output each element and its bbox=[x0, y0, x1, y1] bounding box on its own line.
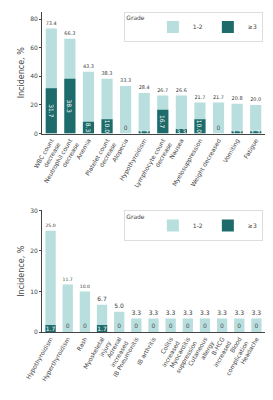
svg-text:3.3: 3.3 bbox=[217, 309, 227, 316]
svg-text:3.3: 3.3 bbox=[234, 309, 244, 316]
svg-text:Nausea: Nausea bbox=[168, 137, 185, 160]
svg-text:0: 0 bbox=[203, 322, 207, 329]
svg-text:0: 0 bbox=[220, 322, 224, 329]
svg-text:Neutrophil countdecrease: Neutrophil countdecrease bbox=[42, 137, 80, 188]
svg-text:0: 0 bbox=[254, 322, 258, 329]
svg-text:20: 20 bbox=[30, 247, 38, 254]
svg-text:Hypothyroidism: Hypothyroidism bbox=[24, 336, 55, 381]
svg-text:8.3: 8.3 bbox=[85, 123, 92, 133]
svg-text:26.7: 26.7 bbox=[157, 87, 168, 93]
svg-text:0: 0 bbox=[152, 322, 156, 329]
svg-text:Myelosuppression: Myelosuppression bbox=[170, 137, 204, 188]
svg-text:Cutaneousallergy: Cutaneousallergy bbox=[186, 335, 216, 371]
svg-text:0: 0 bbox=[237, 322, 241, 329]
svg-text:Lymphocyte countdecrease: Lymphocyte countdecrease bbox=[133, 137, 174, 193]
svg-text:3.3: 3.3 bbox=[149, 309, 159, 316]
svg-text:38.3: 38.3 bbox=[101, 70, 112, 76]
svg-text:3.3: 3.3 bbox=[200, 309, 210, 316]
svg-text:31.7: 31.7 bbox=[48, 104, 55, 118]
svg-text:Headache: Headache bbox=[239, 335, 260, 365]
svg-text:0: 0 bbox=[124, 124, 128, 131]
svg-text:38.3: 38.3 bbox=[66, 99, 73, 113]
svg-text:Colitisincreased: Colitisincreased bbox=[153, 336, 180, 369]
svg-text:Weight decreased: Weight decreased bbox=[189, 137, 223, 188]
svg-text:3.3: 3.3 bbox=[166, 309, 176, 316]
svg-text:43.3: 43.3 bbox=[83, 63, 94, 69]
svg-text:3.3: 3.3 bbox=[131, 309, 141, 316]
svg-text:Myocarditissuppression: Myocarditissuppression bbox=[167, 336, 199, 375]
svg-text:Myoskeletalinjury: Myoskeletalinjury bbox=[82, 335, 114, 374]
svg-text:20.8: 20.8 bbox=[232, 95, 243, 101]
svg-text:0: 0 bbox=[169, 322, 173, 329]
svg-text:10.0: 10.0 bbox=[104, 120, 111, 134]
svg-text:Bloodcomplication: Bloodcomplication bbox=[217, 336, 250, 377]
svg-text:60: 60 bbox=[30, 44, 38, 51]
svg-text:0: 0 bbox=[134, 322, 138, 329]
svg-text:1.7: 1.7 bbox=[46, 325, 56, 332]
svg-text:≥3: ≥3 bbox=[248, 222, 257, 229]
svg-text:WBC countdecrease: WBC countdecrease bbox=[32, 137, 62, 174]
svg-text:26.6: 26.6 bbox=[176, 87, 187, 93]
svg-text:80: 80 bbox=[30, 15, 38, 22]
svg-text:Incidence, %: Incidence, % bbox=[17, 47, 26, 99]
svg-text:28.4: 28.4 bbox=[139, 84, 150, 90]
svg-text:25.0: 25.0 bbox=[45, 223, 55, 228]
svg-text:0: 0 bbox=[34, 130, 38, 137]
svg-text:3.3: 3.3 bbox=[177, 128, 187, 135]
svg-text:IB arthritis: IB arthritis bbox=[135, 336, 157, 367]
svg-text:1.7: 1.7 bbox=[97, 325, 107, 332]
svg-text:10: 10 bbox=[30, 288, 38, 295]
svg-text:Vomiting: Vomiting bbox=[221, 137, 241, 164]
svg-text:Platelet countdecrease: Platelet countdecrease bbox=[84, 137, 118, 181]
svg-text:1-2: 1-2 bbox=[193, 23, 203, 30]
svg-text:73.4: 73.4 bbox=[46, 20, 57, 26]
svg-text:IB Pneumonitis: IB Pneumonitis bbox=[111, 336, 139, 378]
svg-text:11.7: 11.7 bbox=[63, 277, 73, 282]
svg-text:3.3: 3.3 bbox=[183, 309, 193, 316]
svg-text:0: 0 bbox=[217, 124, 221, 131]
svg-text:1.7: 1.7 bbox=[251, 129, 261, 136]
svg-text:10.0: 10.0 bbox=[80, 284, 90, 289]
svg-text:Anemia: Anemia bbox=[74, 137, 92, 161]
svg-text:0: 0 bbox=[186, 322, 190, 329]
svg-text:0: 0 bbox=[83, 322, 87, 329]
svg-text:20.0: 20.0 bbox=[250, 96, 261, 102]
svg-text:Adrenalincreased: Adrenalincreased bbox=[102, 335, 130, 368]
svg-text:6.7: 6.7 bbox=[97, 295, 107, 302]
svg-text:Alopecia: Alopecia bbox=[110, 137, 130, 163]
svg-text:B-HCGincreased: B-HCGincreased bbox=[205, 335, 233, 368]
svg-text:Grade: Grade bbox=[126, 14, 145, 21]
svg-text:5.0: 5.0 bbox=[114, 302, 124, 309]
svg-text:1.7: 1.7 bbox=[232, 129, 242, 136]
svg-text:Grade: Grade bbox=[126, 213, 145, 220]
svg-text:66.3: 66.3 bbox=[64, 30, 75, 36]
svg-text:33.3: 33.3 bbox=[120, 77, 131, 83]
svg-text:Hypothyroidism: Hypothyroidism bbox=[118, 137, 149, 182]
svg-text:0: 0 bbox=[66, 322, 70, 329]
svg-text:1.7: 1.7 bbox=[139, 129, 149, 136]
svg-text:16.7: 16.7 bbox=[159, 115, 166, 129]
svg-text:Fatigue: Fatigue bbox=[242, 137, 260, 160]
svg-text:1-2: 1-2 bbox=[193, 222, 203, 229]
svg-text:≥3: ≥3 bbox=[248, 23, 257, 30]
svg-text:0: 0 bbox=[34, 328, 38, 335]
svg-text:Incidence, %: Incidence, % bbox=[17, 245, 26, 297]
svg-text:0: 0 bbox=[117, 322, 121, 329]
svg-text:10.0: 10.0 bbox=[196, 120, 203, 134]
svg-text:40: 40 bbox=[30, 72, 38, 79]
svg-text:30: 30 bbox=[30, 207, 38, 214]
svg-text:Hyperthyroidism: Hyperthyroidism bbox=[40, 336, 72, 383]
svg-text:3.3: 3.3 bbox=[252, 309, 262, 316]
svg-text:Rash: Rash bbox=[75, 336, 88, 352]
svg-text:21.7: 21.7 bbox=[213, 94, 224, 100]
svg-text:20: 20 bbox=[30, 101, 38, 108]
svg-text:21.7: 21.7 bbox=[194, 94, 205, 100]
